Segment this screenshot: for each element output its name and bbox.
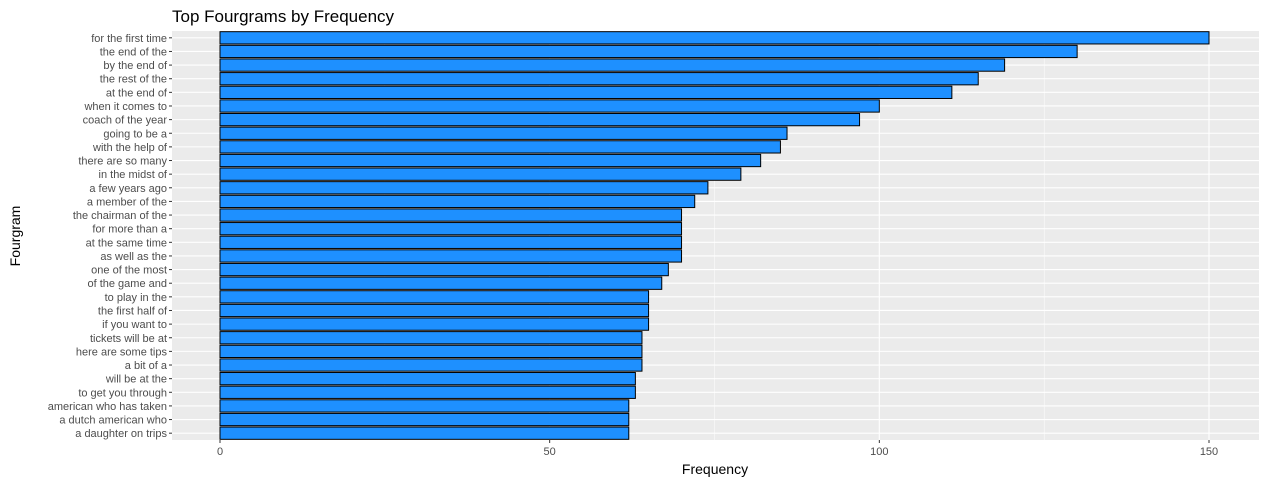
- bar: [219, 426, 630, 440]
- bar: [219, 303, 650, 318]
- bar: [219, 58, 1006, 72]
- y-tick-label: american who has taken: [48, 401, 167, 413]
- y-tick-label: with the help of: [92, 142, 168, 154]
- bar: [219, 126, 788, 140]
- bar: [219, 372, 636, 386]
- x-tick-label: 0: [217, 446, 223, 458]
- y-tick-label: as well as the: [100, 251, 167, 263]
- bar: [219, 112, 861, 127]
- x-tick-label: 50: [544, 446, 556, 458]
- y-tick-label: the rest of the: [100, 74, 167, 86]
- bar: [219, 331, 643, 345]
- bar: [219, 235, 683, 249]
- y-axis-title: Fourgram: [7, 206, 23, 267]
- y-tick-label: going to be a: [103, 128, 167, 140]
- y-tick-label: in the midst of: [99, 169, 168, 181]
- y-tick-label: the chairman of the: [73, 210, 167, 222]
- y-tick-label: a bit of a: [125, 360, 168, 372]
- y-tick-label: for the first time: [91, 33, 167, 45]
- plot-panel: [172, 31, 1259, 440]
- y-tick-label: of the game and: [87, 278, 167, 290]
- y-tick-label: to play in the: [105, 292, 167, 304]
- bar: [219, 249, 683, 263]
- y-tick-label: coach of the year: [83, 115, 168, 127]
- y-tick-label: the first half of: [98, 305, 168, 317]
- bar: [219, 222, 683, 236]
- bar: [219, 208, 683, 222]
- y-tick-label: if you want to: [102, 319, 167, 331]
- y-tick-label: a member of the: [87, 196, 167, 208]
- bar: [219, 44, 1078, 59]
- y-tick-label: at the end of: [106, 87, 168, 99]
- y-tick-label: for more than a: [92, 224, 167, 236]
- bar: [219, 276, 663, 290]
- bar: [219, 140, 781, 154]
- bars: [219, 31, 1210, 440]
- y-tick-label: at the same time: [86, 237, 167, 249]
- y-tick-label: tickets will be at: [90, 333, 167, 345]
- y-tick-label: here are some tips: [76, 346, 168, 358]
- bar: [219, 290, 650, 304]
- bar: [219, 153, 762, 168]
- y-tick-label: when it comes to: [83, 101, 167, 113]
- y-tick-label: there are so many: [78, 156, 167, 168]
- bar: [219, 31, 1210, 45]
- bar: [219, 399, 630, 413]
- bar: [219, 194, 696, 209]
- y-tick-label: a daughter on trips: [75, 428, 167, 440]
- x-axis-ticks: 0 50 100 150: [217, 440, 1218, 458]
- x-tick-label: 100: [870, 446, 888, 458]
- bar: [219, 85, 953, 99]
- x-axis-title: Frequency: [682, 461, 748, 477]
- bar: [219, 167, 742, 181]
- bar: [219, 262, 669, 277]
- y-tick-label: by the end of: [103, 60, 168, 72]
- y-tick-label: will be at the: [105, 374, 167, 386]
- y-tick-label: the end of the: [100, 46, 167, 58]
- y-tick-label: to get you through: [78, 387, 167, 399]
- bar: [219, 72, 979, 86]
- bar: [219, 358, 643, 372]
- bar: [219, 317, 650, 331]
- y-tick-label: one of the most: [91, 265, 167, 277]
- bar: [219, 99, 880, 113]
- bar: [219, 181, 709, 195]
- y-tick-label: a few years ago: [89, 183, 167, 195]
- x-tick-label: 150: [1200, 446, 1218, 458]
- chart-title: Top Fourgrams by Frequency: [172, 7, 395, 26]
- y-tick-label: a dutch american who: [59, 415, 167, 427]
- bar: [219, 412, 630, 427]
- bar: [219, 344, 643, 359]
- bar: [219, 385, 636, 399]
